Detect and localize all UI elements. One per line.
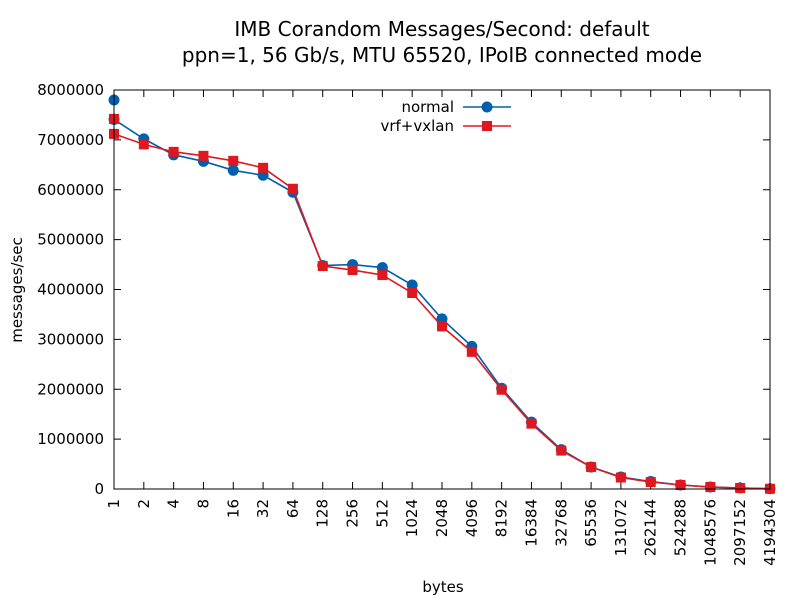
data-point	[227, 164, 239, 176]
data-point	[258, 162, 269, 173]
x-tick-label: 64	[284, 499, 302, 518]
x-tick-label: 32	[254, 499, 272, 518]
y-axis-label: messages/sec	[8, 237, 26, 343]
y-tick-label: 0	[94, 480, 104, 498]
y-tick-label: 6000000	[37, 181, 104, 199]
data-point	[466, 346, 477, 357]
plot-frame	[113, 89, 771, 490]
data-point	[556, 445, 567, 456]
x-tick-label: 2048	[433, 499, 451, 537]
x-tick-label: 8	[194, 499, 212, 509]
x-tick-label: 128	[314, 499, 332, 528]
data-point	[317, 261, 328, 272]
legend-marker	[481, 101, 493, 113]
x-tick-label: 262144	[642, 499, 660, 556]
y-tick-label: 2000000	[37, 380, 104, 398]
data-point	[138, 139, 149, 150]
data-point	[437, 321, 447, 332]
data-point	[228, 155, 239, 166]
data-point	[586, 462, 597, 473]
data-point	[735, 483, 746, 494]
y-tick-label: 5000000	[37, 231, 104, 249]
legend-label: normal	[401, 98, 454, 116]
x-axis-label: bytes	[422, 578, 464, 596]
x-tick-label: 65536	[582, 499, 600, 547]
data-point	[645, 477, 656, 488]
data-point	[168, 146, 179, 157]
y-tick-label: 8000000	[37, 81, 104, 99]
data-point	[675, 480, 686, 491]
data-point	[198, 150, 209, 161]
x-tick-label: 524288	[672, 499, 690, 556]
data-point	[526, 418, 537, 429]
data-point	[496, 384, 507, 395]
x-tick-label: 131072	[612, 499, 630, 556]
x-tick-label: 1	[105, 499, 123, 509]
data-point	[407, 287, 418, 298]
axis-ticks: 0 1000000 2000000 3000000 4000000 5000000 6000…	[37, 81, 779, 566]
y-tick-label: 1000000	[37, 430, 104, 448]
data-point	[287, 183, 298, 194]
x-tick-label: 16	[224, 499, 242, 518]
legend-label: vrf+vxlan	[380, 117, 454, 135]
series-line-1	[113, 118, 771, 490]
x-tick-label: 1048576	[701, 499, 719, 566]
data-point	[705, 482, 716, 493]
y-tick-label: 4000000	[37, 281, 104, 299]
x-tick-label: 512	[373, 499, 391, 528]
chart-title: IMB Corandom Messages/Second: default	[234, 17, 650, 41]
chart-subtitle: ppn=1, 56 Gb/s, MTU 65520, IPoIB connect…	[181, 43, 703, 67]
x-tick-label: 4096	[463, 499, 481, 537]
legend-marker	[482, 121, 492, 131]
x-tick-label: 8192	[493, 499, 511, 537]
x-tick-label: 1024	[403, 499, 421, 537]
x-tick-label: 4194304	[761, 499, 779, 566]
x-tick-label: 256	[344, 499, 362, 528]
data-point	[347, 265, 358, 276]
data-point	[615, 472, 626, 483]
data-point	[406, 279, 418, 291]
x-tick-label: 2	[135, 499, 153, 509]
data-point	[377, 270, 388, 281]
y-tick-label: 7000000	[37, 131, 104, 149]
series-line-2	[113, 133, 771, 490]
y-tick-label: 3000000	[37, 330, 104, 348]
x-tick-label: 16384	[522, 499, 540, 547]
series-layer	[108, 94, 776, 495]
x-tick-label: 32768	[552, 499, 570, 547]
x-tick-label: 4	[165, 499, 183, 509]
x-tick-label: 2097152	[731, 499, 749, 566]
